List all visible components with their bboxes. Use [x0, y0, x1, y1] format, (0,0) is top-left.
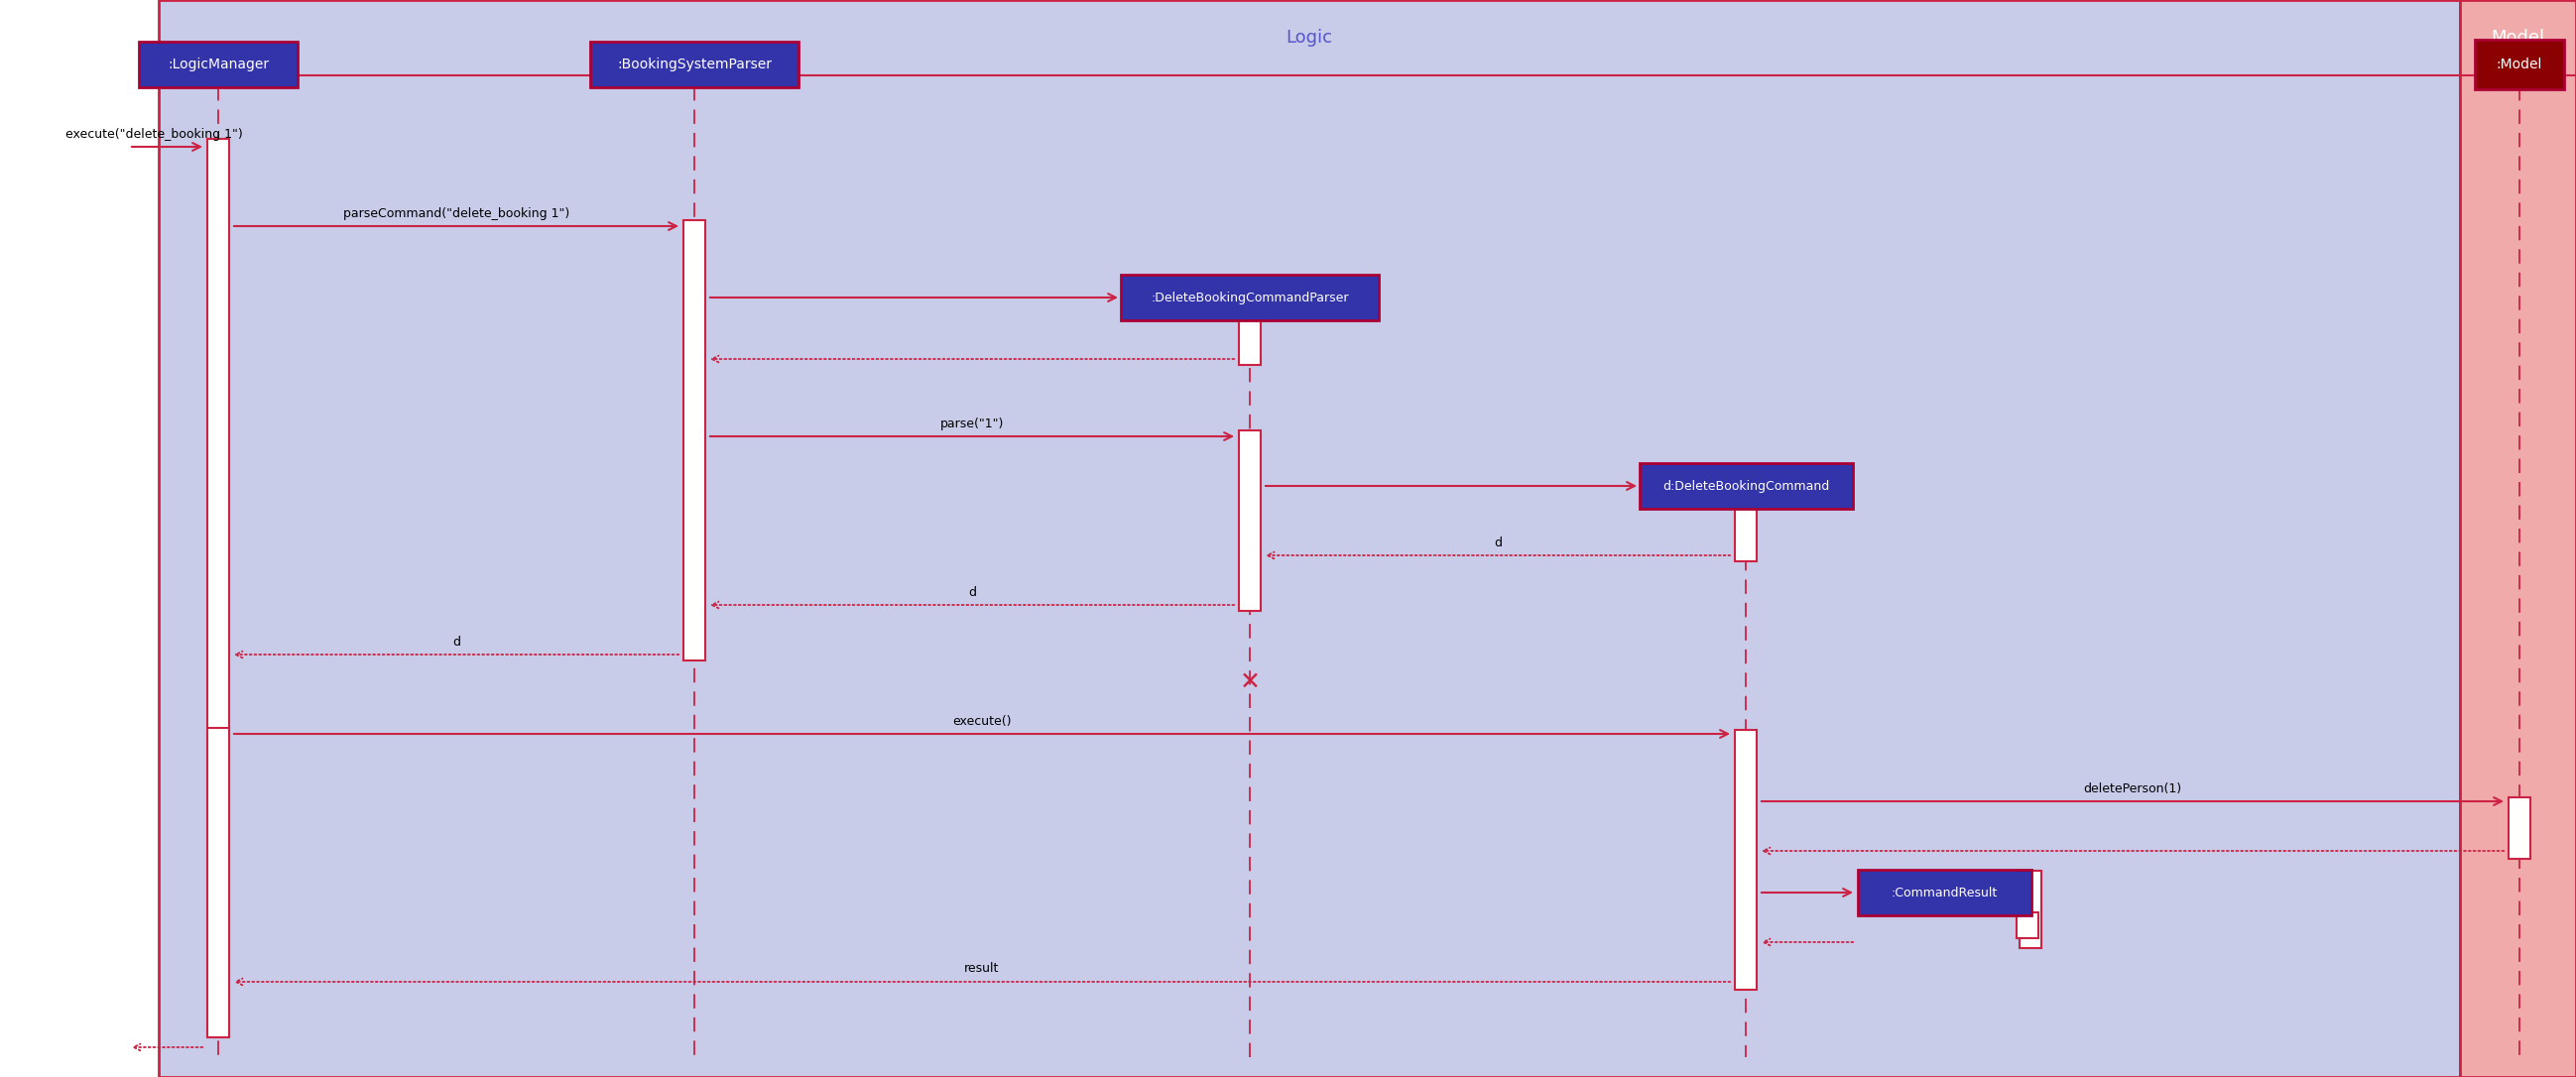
Text: execute("delete_booking 1"): execute("delete_booking 1") [64, 127, 242, 140]
Text: parseCommand("delete_booking 1"): parseCommand("delete_booking 1") [343, 207, 569, 220]
Text: ✕: ✕ [1239, 670, 1260, 695]
Text: parse("1"): parse("1") [940, 417, 1005, 430]
FancyBboxPatch shape [2476, 40, 2563, 89]
Text: :CommandResult: :CommandResult [1891, 886, 1996, 899]
FancyBboxPatch shape [2017, 912, 2038, 938]
Text: :DeleteBookingCommandParser: :DeleteBookingCommandParser [1151, 291, 1350, 304]
FancyBboxPatch shape [1734, 484, 1757, 561]
FancyBboxPatch shape [683, 220, 706, 660]
Text: execute(): execute() [953, 714, 1012, 727]
Text: deletePerson(1): deletePerson(1) [2084, 782, 2182, 795]
Text: result: result [963, 963, 999, 976]
FancyBboxPatch shape [206, 728, 229, 1037]
FancyBboxPatch shape [1121, 275, 1378, 320]
Text: Logic: Logic [1285, 29, 1332, 46]
Text: d: d [969, 586, 976, 599]
FancyBboxPatch shape [139, 42, 299, 87]
FancyBboxPatch shape [590, 42, 799, 87]
Text: d: d [453, 635, 461, 648]
Text: d:DeleteBookingCommand: d:DeleteBookingCommand [1662, 479, 1829, 492]
FancyBboxPatch shape [1734, 730, 1757, 990]
Text: d: d [1494, 536, 1502, 549]
FancyBboxPatch shape [2460, 0, 2576, 1077]
FancyBboxPatch shape [2509, 797, 2530, 858]
FancyBboxPatch shape [0, 0, 160, 1077]
Text: Model: Model [2491, 29, 2545, 46]
FancyBboxPatch shape [160, 0, 2460, 1077]
FancyBboxPatch shape [2020, 870, 2040, 948]
FancyBboxPatch shape [1638, 463, 1852, 508]
Text: :BookingSystemParser: :BookingSystemParser [618, 57, 773, 71]
FancyBboxPatch shape [206, 139, 229, 1037]
Text: :Model: :Model [2496, 57, 2543, 71]
FancyBboxPatch shape [1857, 870, 2030, 915]
FancyBboxPatch shape [1239, 295, 1260, 365]
FancyBboxPatch shape [1239, 431, 1260, 611]
Text: :LogicManager: :LogicManager [167, 57, 268, 71]
